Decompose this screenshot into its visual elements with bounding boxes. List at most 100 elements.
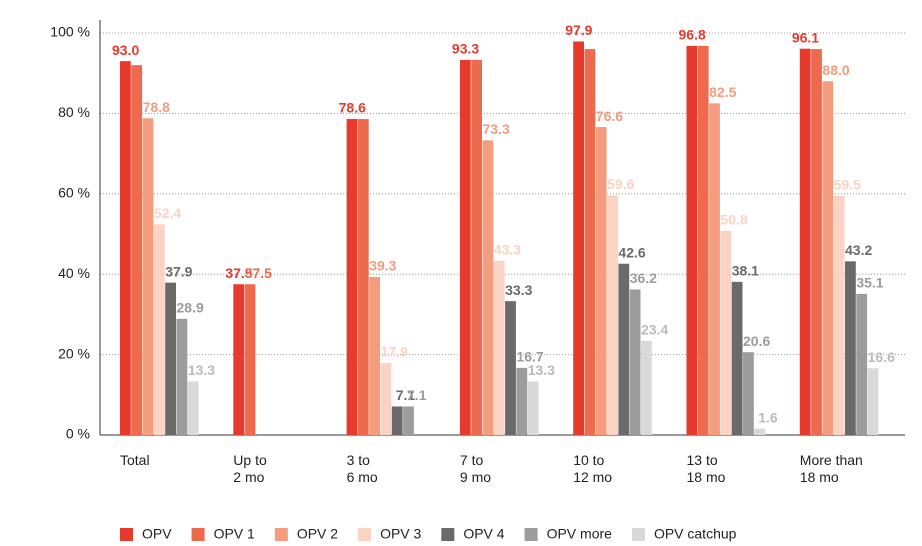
bar xyxy=(743,352,754,435)
value-label: 42.6 xyxy=(618,244,645,260)
value-label: 13.3 xyxy=(188,362,215,378)
value-label: 1.6 xyxy=(758,409,778,425)
bar xyxy=(142,118,154,435)
legend-label: OPV 3 xyxy=(380,526,421,542)
value-label: 16.6 xyxy=(868,349,895,365)
value-label: 52.4 xyxy=(154,205,181,221)
y-tick-label: 80 % xyxy=(58,104,90,120)
value-label: 78.8 xyxy=(143,99,170,115)
x-tick-label: Up to 2 mo xyxy=(233,452,267,485)
bar xyxy=(867,368,879,435)
bar xyxy=(607,195,618,435)
y-tick-label: 100 % xyxy=(50,24,90,40)
legend-swatch xyxy=(274,528,288,541)
x-tick-label: 7 to 9 mo xyxy=(459,452,492,485)
bar xyxy=(697,45,709,435)
bar xyxy=(799,48,811,435)
value-label: 13.3 xyxy=(528,362,555,378)
value-label: 73.3 xyxy=(483,121,510,137)
bar xyxy=(641,340,652,435)
x-tick-label: 3 to 6 mo xyxy=(346,452,378,485)
legend-label: OPV more xyxy=(547,526,613,542)
value-label: 78.6 xyxy=(339,100,366,116)
bar xyxy=(346,119,358,435)
bar xyxy=(856,293,868,435)
y-tick-label: 20 % xyxy=(58,345,90,361)
bar xyxy=(120,61,131,435)
value-label: 39.3 xyxy=(369,258,396,274)
value-label: 43.3 xyxy=(494,242,521,258)
legend-label: OPV xyxy=(142,526,172,542)
bar xyxy=(233,284,245,435)
value-label: 37.5 xyxy=(245,265,272,281)
bar xyxy=(709,103,720,435)
value-label: 37.5 xyxy=(225,265,252,281)
value-label: 7.1 xyxy=(407,387,427,403)
legend-label: OPV 1 xyxy=(214,526,255,542)
bar xyxy=(459,59,471,436)
x-tick-label: Total xyxy=(120,452,150,468)
bar xyxy=(527,381,539,435)
value-label: 97.9 xyxy=(565,22,592,38)
value-label: 76.6 xyxy=(596,108,623,124)
bar xyxy=(822,81,834,436)
bar xyxy=(471,59,482,436)
value-label: 20.6 xyxy=(743,333,770,349)
legend-label: OPV 4 xyxy=(463,526,504,542)
bar xyxy=(833,195,845,435)
bar xyxy=(811,49,822,435)
value-label: 36.2 xyxy=(630,270,657,286)
value-label: 43.2 xyxy=(845,242,872,258)
value-label: 38.1 xyxy=(732,263,759,279)
bar xyxy=(244,284,256,435)
bar xyxy=(584,49,596,435)
bar xyxy=(573,41,584,435)
bar xyxy=(369,277,380,435)
legend-swatch xyxy=(524,528,538,541)
legend-swatch xyxy=(358,528,372,541)
value-label: 59.5 xyxy=(834,177,861,193)
value-label: 96.1 xyxy=(792,29,819,45)
bar xyxy=(493,260,505,435)
bar xyxy=(380,363,392,435)
value-label: 50.8 xyxy=(720,211,747,227)
bar xyxy=(505,301,516,435)
value-label: 23.4 xyxy=(641,322,668,338)
value-label: 33.3 xyxy=(505,282,532,298)
legend-label: OPV catchup xyxy=(654,526,737,542)
bar xyxy=(618,263,630,435)
value-label: 88.0 xyxy=(822,62,849,78)
bar xyxy=(731,281,743,435)
value-label: 7.1 xyxy=(396,387,416,403)
legend-swatch xyxy=(191,528,205,541)
bar xyxy=(131,65,143,435)
value-label: 17.9 xyxy=(381,344,408,360)
bar xyxy=(187,381,199,435)
y-tick-label: 60 % xyxy=(58,185,90,201)
bar xyxy=(629,289,641,435)
y-tick-label: 40 % xyxy=(58,265,90,281)
bar xyxy=(153,224,165,435)
x-tick-label: More than 18 mo xyxy=(799,452,863,485)
legend-label: OPV 2 xyxy=(297,526,338,542)
bar xyxy=(720,230,732,435)
value-label: 96.8 xyxy=(679,27,706,43)
value-label: 28.9 xyxy=(177,300,204,316)
bar xyxy=(391,406,403,435)
value-label: 93.3 xyxy=(452,41,479,57)
bar xyxy=(686,45,698,435)
value-label: 93.0 xyxy=(112,42,139,58)
legend-swatch xyxy=(120,528,133,541)
bar xyxy=(165,282,176,435)
bar xyxy=(845,261,856,435)
value-label: 82.5 xyxy=(709,84,736,100)
value-label: 35.1 xyxy=(856,275,883,291)
value-label: 37.9 xyxy=(165,263,192,279)
x-tick-label: 10 to 12 mo xyxy=(573,452,613,485)
value-label: 16.7 xyxy=(516,349,543,365)
bar xyxy=(357,119,369,435)
bar xyxy=(595,127,607,436)
bar xyxy=(482,140,494,436)
